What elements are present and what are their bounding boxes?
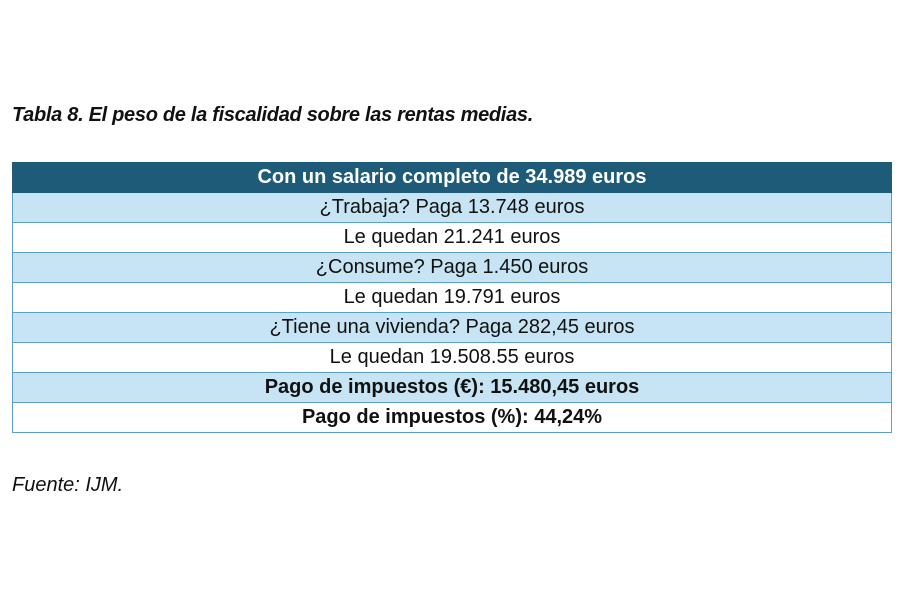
table-cell-consumption-tax: ¿Consume? Paga 1.450 euros	[12, 252, 892, 283]
table-row: Pago de impuestos (%): 44,24%	[12, 402, 892, 433]
table-row: Pago de impuestos (€): 15.480,45 euros	[12, 372, 892, 403]
source-note: Fuente: IJM.	[12, 474, 124, 496]
table-header-row: Con un salario completo de 34.989 euros	[12, 162, 892, 193]
table-cell-total-tax-percent: Pago de impuestos (%): 44,24%	[12, 402, 892, 433]
table-cell-remaining-after-consumption: Le quedan 19.791 euros	[12, 282, 892, 313]
table-row: Le quedan 19.791 euros	[12, 282, 892, 313]
table-cell-remaining-after-housing: Le quedan 19.508.55 euros	[12, 342, 892, 373]
tax-burden-table: Con un salario completo de 34.989 euros …	[12, 162, 892, 433]
table-row: Le quedan 19.508.55 euros	[12, 342, 892, 373]
table-row: Le quedan 21.241 euros	[12, 222, 892, 253]
table-row: ¿Tiene una vivienda? Paga 282,45 euros	[12, 312, 892, 343]
table-row: ¿Trabaja? Paga 13.748 euros	[12, 192, 892, 223]
table-row: ¿Consume? Paga 1.450 euros	[12, 252, 892, 283]
table-cell-remaining-after-work: Le quedan 21.241 euros	[12, 222, 892, 253]
table-header-cell: Con un salario completo de 34.989 euros	[12, 162, 892, 193]
table-cell-housing-tax: ¿Tiene una vivienda? Paga 282,45 euros	[12, 312, 892, 343]
table-cell-total-tax-euros: Pago de impuestos (€): 15.480,45 euros	[12, 372, 892, 403]
table-cell-work-tax: ¿Trabaja? Paga 13.748 euros	[12, 192, 892, 223]
table-caption: Tabla 8. El peso de la fiscalidad sobre …	[12, 104, 533, 126]
